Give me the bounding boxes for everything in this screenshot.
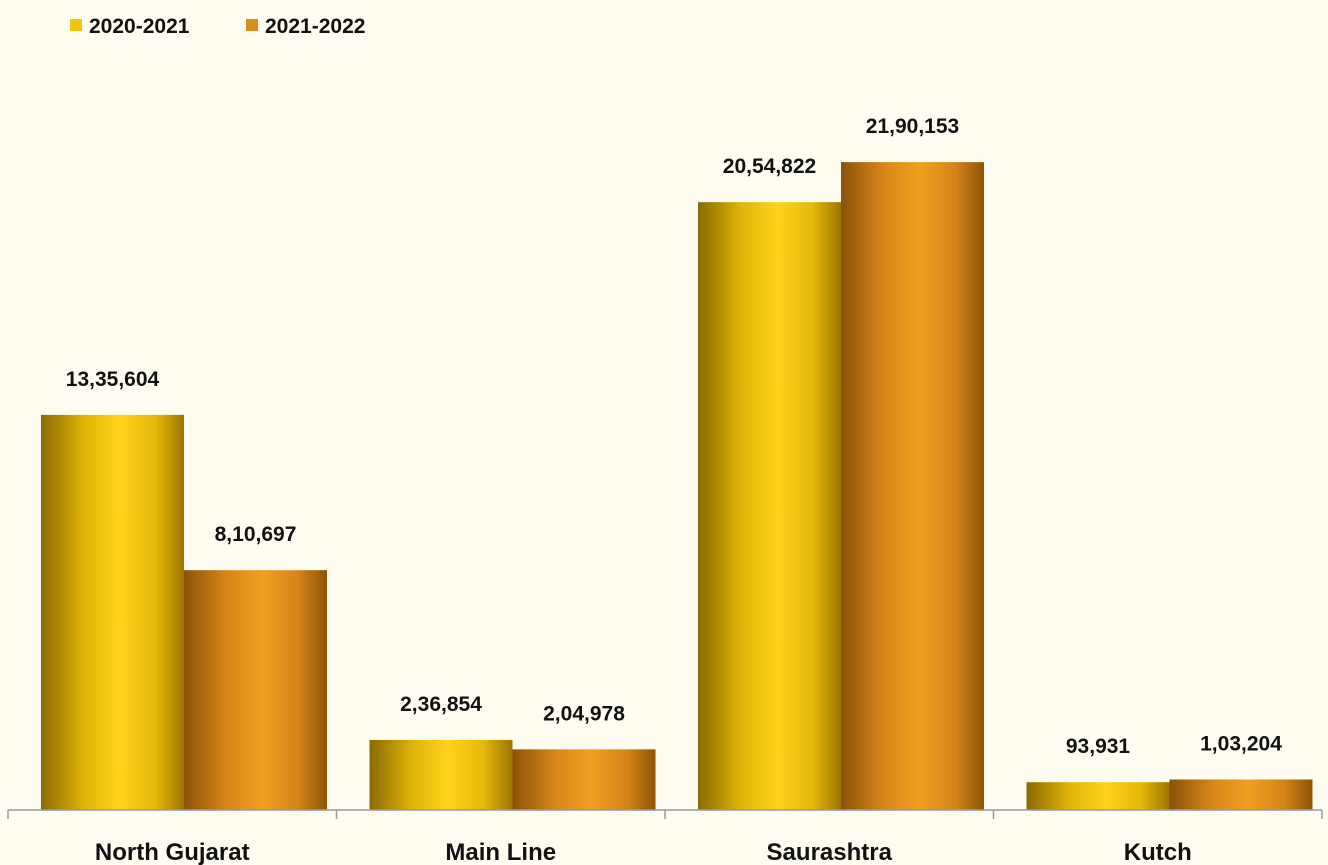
category-label-kutch: Kutch xyxy=(1124,839,1192,865)
legend-label-series-0: 2020-2021 xyxy=(89,15,190,38)
bar-kutch-series-1 xyxy=(1169,779,1313,810)
category-label-main-line: Main Line xyxy=(445,839,556,865)
value-label-north-gujarat-series-0: 13,35,604 xyxy=(66,368,160,391)
x-axis xyxy=(7,809,1323,819)
value-labels: 13,35,604 8,10,697 2,36,854 2,04,978 20,54,8… xyxy=(66,115,1282,758)
legend-swatch-series-1 xyxy=(246,19,258,31)
value-label-main-line-series-0: 2,36,854 xyxy=(400,693,482,716)
legend-item-series-0: 2020-2021 xyxy=(70,15,190,38)
value-label-kutch-series-1: 1,03,204 xyxy=(1200,732,1282,755)
legend-item-series-1: 2021-2022 xyxy=(246,15,365,38)
legend: 2020-2021 2021-2022 xyxy=(70,15,365,38)
bar-main-line-series-0 xyxy=(369,739,513,810)
category-label-north-gujarat: North Gujarat xyxy=(95,839,250,865)
bar-saurashtra-series-1 xyxy=(841,162,984,810)
bar-saurashtra-series-0 xyxy=(698,202,841,810)
value-label-saurashtra-series-0: 20,54,822 xyxy=(723,155,816,178)
bar-main-line-series-1 xyxy=(512,749,656,810)
category-label-saurashtra: Saurashtra xyxy=(767,839,893,865)
value-label-main-line-series-1: 2,04,978 xyxy=(543,702,625,725)
bar-kutch-series-0 xyxy=(1026,782,1170,810)
value-label-north-gujarat-series-1: 8,10,697 xyxy=(215,523,297,546)
value-label-saurashtra-series-1: 21,90,153 xyxy=(866,115,959,138)
legend-swatch-series-0 xyxy=(70,19,82,31)
bar-north-gujarat-series-1 xyxy=(184,570,327,810)
legend-label-series-1: 2021-2022 xyxy=(265,15,365,38)
value-label-kutch-series-0: 93,931 xyxy=(1066,735,1131,758)
bar-north-gujarat-series-0 xyxy=(41,414,184,810)
category-labels: North Gujarat Main Line Saurashtra Kutch xyxy=(95,839,1192,865)
bars xyxy=(41,162,1313,810)
